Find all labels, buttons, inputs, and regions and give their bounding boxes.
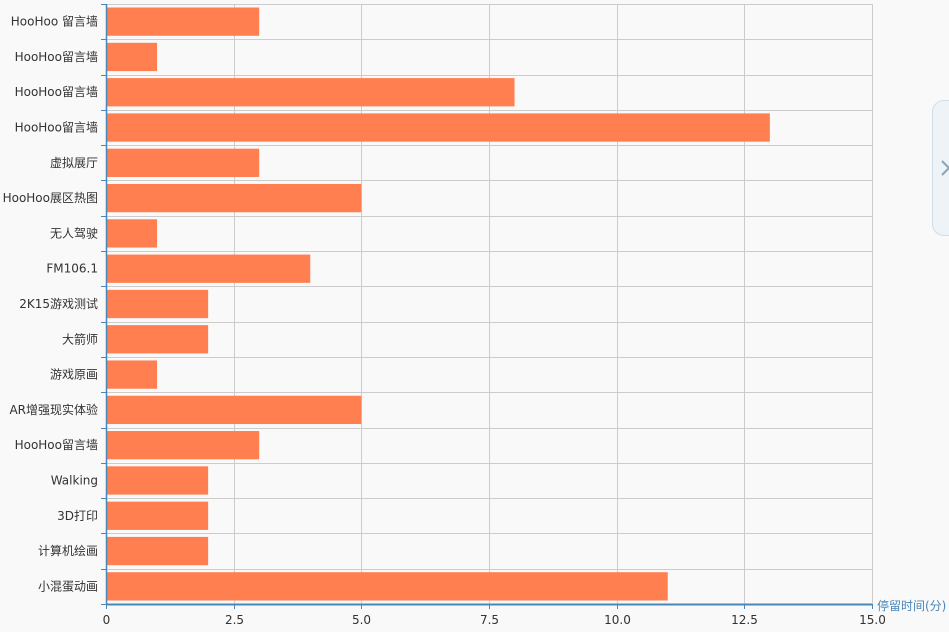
bar: [107, 254, 311, 283]
x-tick-label: 12.5: [731, 613, 758, 627]
y-tick-label: HooHoo展区热图: [3, 191, 98, 205]
x-tick-label: 5.0: [352, 613, 371, 627]
x-tick-label: 15.0: [859, 613, 886, 627]
axes: [101, 4, 873, 609]
bar: [107, 7, 260, 36]
bar: [107, 219, 158, 248]
bar: [107, 148, 260, 177]
chevron-right-icon: [941, 160, 949, 176]
bar: [107, 466, 209, 495]
y-tick-label: HooHoo留言墙: [15, 50, 98, 64]
x-tick-label: 0: [103, 613, 111, 627]
bar: [107, 113, 770, 142]
bar: [107, 501, 209, 530]
y-tick-label: AR增强现实体验: [9, 402, 98, 417]
bar: [107, 183, 362, 213]
y-tick-label: HooHoo留言墙: [15, 438, 98, 452]
bar: [107, 42, 158, 72]
y-tick-label: FM106.1: [46, 262, 98, 276]
x-axis-title: 停留时间(分): [877, 598, 946, 613]
x-tick-labels: 0 2.5 5.0 7.5 10.0 12.5 15.0: [103, 613, 886, 627]
bar: [107, 395, 362, 425]
y-tick-label: 游戏原画: [50, 368, 98, 382]
y-tick-label: 无人驾驶: [50, 225, 98, 240]
y-tick-label: 3D打印: [57, 509, 98, 523]
y-tick-label: 大箭师: [62, 331, 98, 346]
x-tick-label: 10.0: [604, 613, 631, 627]
bar: [107, 78, 515, 107]
y-tick-labels: HooHoo 留言墙HooHoo留言墙HooHoo留言墙HooHoo留言墙虚拟展…: [3, 15, 98, 594]
y-tick-label: 2K15游戏测试: [19, 296, 98, 311]
bar: [107, 360, 158, 389]
side-panel-toggle[interactable]: [932, 100, 949, 236]
y-tick-label: 小混蛋动画: [38, 579, 98, 593]
y-tick-label: 虚拟展厅: [50, 156, 98, 170]
bar: [107, 536, 209, 566]
y-tick-label: HooHoo 留言墙: [11, 15, 98, 29]
bar: [107, 431, 260, 460]
bar: [107, 572, 668, 601]
bar: [107, 289, 209, 319]
y-tick-label: HooHoo留言墙: [15, 121, 98, 135]
x-tick-label: 2.5: [225, 613, 244, 627]
y-tick-label: HooHoo留言墙: [15, 85, 98, 99]
bar: [107, 325, 209, 354]
y-tick-label: 计算机绘画: [38, 543, 98, 558]
y-tick-label: Walking: [51, 473, 98, 487]
x-tick-label: 7.5: [480, 613, 499, 627]
bars: [107, 7, 770, 601]
